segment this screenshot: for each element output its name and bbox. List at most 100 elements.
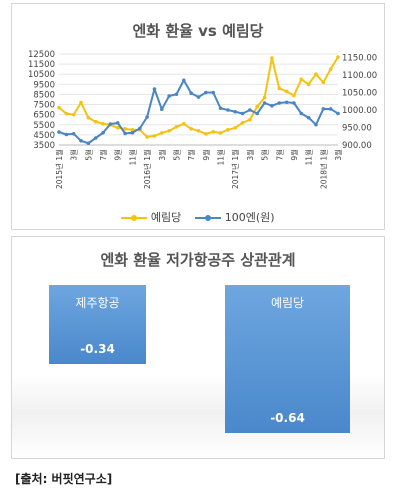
series-point-0 (71, 112, 76, 117)
series-point-0 (292, 93, 296, 98)
x-tick-label: 2018년 1월 (318, 149, 328, 189)
series-point-0 (299, 77, 304, 82)
series-point-0 (145, 135, 149, 139)
bar-jeju-air: 제주항공 -0.34 (49, 285, 146, 364)
series-point-1 (108, 122, 113, 126)
series-point-0 (64, 111, 69, 116)
y-left-tick-label: 4500 (33, 131, 55, 141)
series-point-0 (270, 56, 274, 60)
series-point-0 (240, 120, 245, 125)
series-point-0 (182, 121, 186, 126)
series-point-1 (145, 115, 149, 119)
series-point-0 (336, 55, 340, 59)
legend-swatch-yerimdang (121, 215, 148, 221)
y-right-tick-label: 1000.00 (342, 106, 377, 116)
y-right-tick-label: 1050.00 (342, 89, 377, 99)
series-point-0 (255, 104, 260, 109)
x-tick-label: 3월 (69, 149, 79, 161)
correlation-chart: 엔화 환율 저가항공주 상관관계 제주항공 -0.34 예림당 -0.64 (11, 236, 385, 459)
series-point-1 (115, 121, 120, 125)
series-point-1 (196, 95, 201, 99)
x-tick-label: 7월 (274, 149, 284, 161)
series-point-0 (226, 128, 230, 132)
series-point-1 (218, 106, 223, 111)
x-tick-label: 5월 (171, 149, 181, 161)
series-point-1 (159, 107, 164, 112)
series-point-1 (57, 130, 61, 134)
series-point-1 (284, 100, 289, 105)
series-point-1 (174, 92, 179, 97)
series-point-1 (189, 91, 193, 95)
legend-swatch-yen (195, 215, 222, 221)
series-point-1 (211, 90, 215, 95)
series-point-1 (314, 122, 318, 127)
series-point-0 (79, 100, 83, 105)
x-tick-label: 11월 (304, 149, 314, 166)
series-point-1 (182, 78, 186, 83)
y-right-tick-label: 1150.00 (342, 54, 377, 64)
series-point-0 (189, 127, 193, 131)
series-point-1 (262, 101, 267, 105)
series-point-1 (292, 101, 296, 105)
series-point-0 (211, 130, 215, 134)
series-point-1 (277, 101, 282, 105)
bar-label-yerimdang: 예림당 (270, 296, 305, 310)
x-tick-label: 9월 (289, 149, 299, 161)
x-tick-label: 3월 (333, 149, 343, 161)
series-point-1 (233, 109, 238, 114)
x-tick-label: 2016년 1월 (142, 149, 152, 189)
series-point-0 (314, 72, 318, 77)
line-chart-svg: 1250011500105009500850075006500550045003… (28, 50, 377, 189)
bar-yerimdang: 예림당 -0.64 (225, 285, 350, 433)
series-point-0 (277, 86, 282, 91)
series-point-1 (167, 94, 171, 98)
x-tick-label: 5월 (83, 149, 93, 161)
bar-label-jeju-air: 제주항공 (75, 296, 120, 310)
x-tick-label: 7월 (186, 149, 196, 161)
chart1-legend: 예림당 100엔(원) (12, 209, 384, 225)
series-point-0 (167, 129, 171, 133)
x-tick-label: 3월 (245, 149, 255, 161)
series-point-0 (196, 129, 201, 133)
series-point-1 (240, 111, 245, 116)
series-point-0 (233, 126, 238, 130)
series-point-0 (218, 131, 223, 135)
series-point-0 (57, 105, 61, 110)
series-point-1 (255, 111, 260, 116)
y-left-tick-label: 3500 (33, 141, 55, 151)
series-point-1 (328, 107, 333, 111)
series-point-1 (204, 90, 208, 95)
series-point-1 (321, 107, 326, 111)
legend-label-yen: 100엔(원) (224, 211, 275, 224)
series-point-1 (248, 108, 252, 112)
series-point-1 (79, 139, 83, 143)
series-point-1 (64, 132, 69, 137)
series-point-0 (86, 115, 91, 120)
y-left-tick-label: 12500 (28, 50, 55, 60)
series-point-0 (115, 126, 120, 130)
series-point-1 (152, 87, 157, 91)
y-right-tick-label: 1100.00 (342, 71, 377, 81)
source-caption: [출처: 버핏연구소] (15, 472, 113, 486)
series-point-1 (270, 104, 274, 108)
chart1-title: 엔화 환율 vs 예림당 (132, 22, 264, 40)
y-left-tick-label: 10500 (28, 70, 55, 80)
series-point-1 (306, 115, 311, 120)
series-point-1 (86, 141, 91, 146)
x-tick-label: 11월 (127, 149, 137, 166)
series-point-0 (248, 117, 252, 122)
x-tick-label: 9월 (201, 149, 211, 161)
series-point-0 (204, 132, 208, 136)
series-point-1 (336, 111, 340, 116)
series-point-0 (93, 119, 98, 124)
series-point-1 (101, 130, 105, 135)
y-right-tick-label: 950.00 (342, 124, 372, 134)
x-tick-label: 2015년 1월 (54, 149, 64, 189)
series-point-0 (130, 128, 135, 132)
series-point-0 (306, 82, 311, 87)
series-point-1 (137, 126, 142, 131)
series-point-0 (101, 121, 105, 126)
series-point-1 (299, 111, 304, 116)
legend-label-yerimdang: 예림당 (150, 211, 182, 224)
series-point-1 (130, 130, 135, 135)
